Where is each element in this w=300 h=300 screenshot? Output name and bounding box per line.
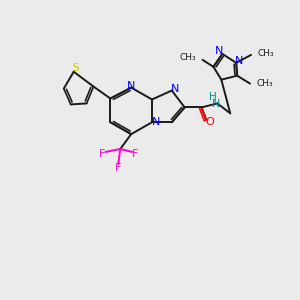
Text: O: O [205, 117, 214, 127]
Text: CH₃: CH₃ [180, 53, 196, 62]
Text: H: H [208, 92, 216, 103]
Text: F: F [115, 163, 122, 173]
Text: CH₃: CH₃ [256, 79, 273, 88]
Text: F: F [132, 149, 138, 159]
Text: N: N [127, 81, 135, 91]
Text: F: F [99, 149, 106, 159]
Text: CH₃: CH₃ [257, 50, 274, 58]
Text: S: S [72, 63, 79, 73]
Text: N: N [212, 99, 220, 110]
Text: N: N [215, 46, 224, 56]
Text: N: N [171, 84, 179, 94]
Text: N: N [235, 56, 243, 66]
Text: N: N [152, 117, 160, 127]
